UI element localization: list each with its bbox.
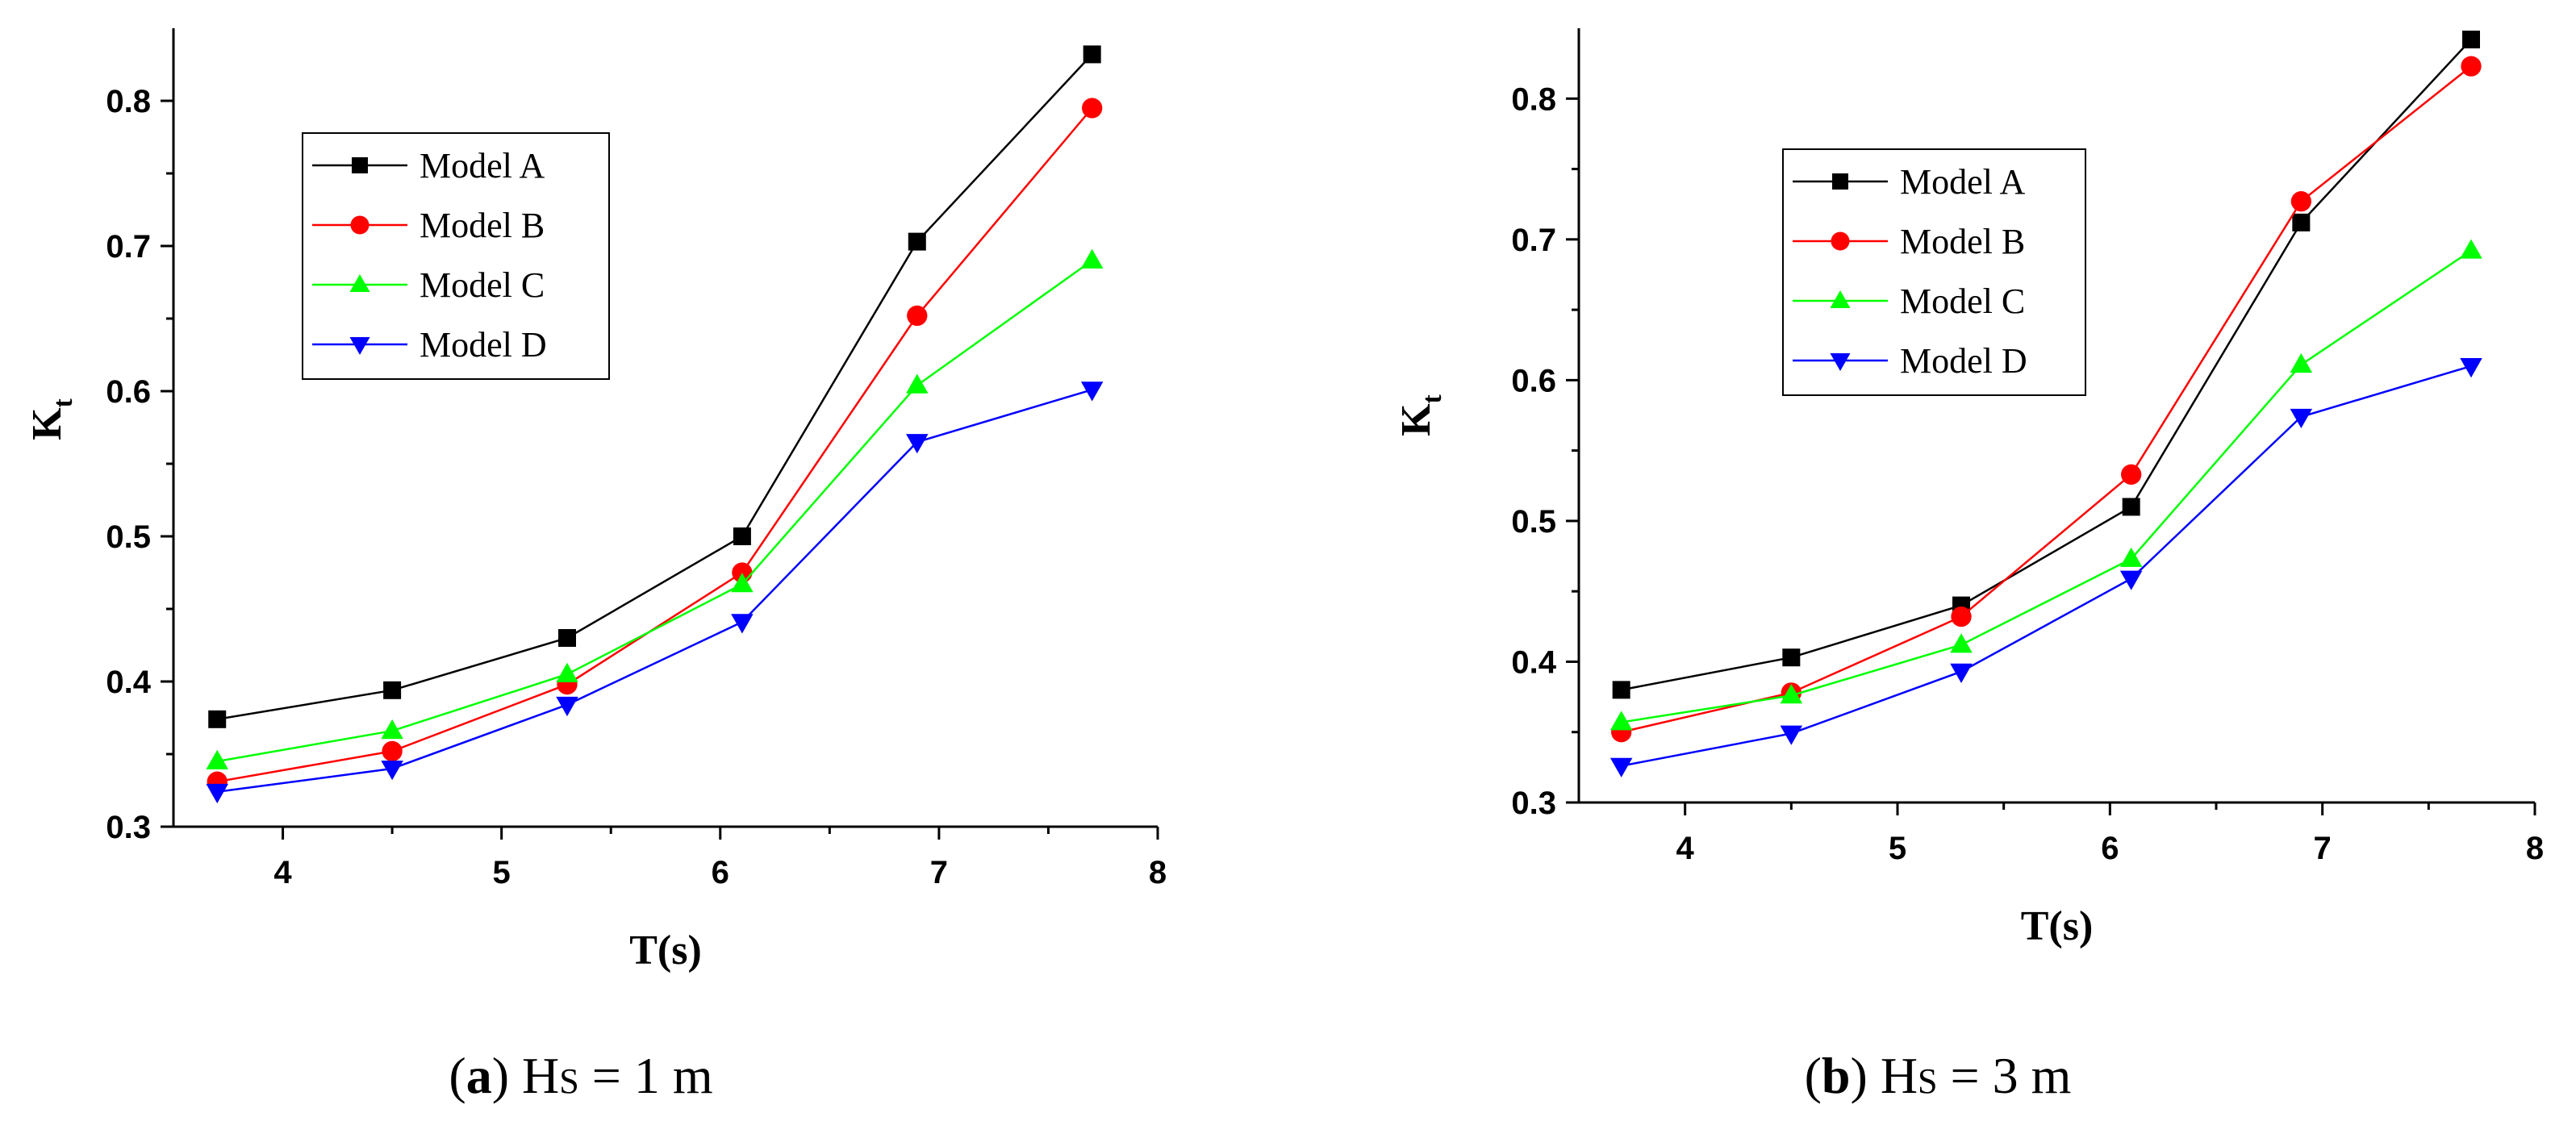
x-tick-label-b: 5: [1889, 831, 1906, 866]
data-point-b-3-2: [1950, 663, 1973, 683]
data-point-b-2-0: [1609, 711, 1633, 731]
x-tick-label-a: 4: [273, 855, 292, 890]
x-tick-label-b: 4: [1676, 831, 1695, 866]
data-point-b-0-4: [2292, 213, 2311, 231]
caption-a: (a) HS = 1 m: [449, 1047, 712, 1104]
x-tick-label-b: 6: [2101, 831, 2119, 866]
legend-marker-a-0: [352, 157, 368, 173]
data-point-b-3-5: [2460, 358, 2482, 378]
y-tick-label-b: 0.5: [1511, 504, 1556, 540]
y-tick-label-a: 0.5: [106, 519, 151, 555]
x-axis-title-a: T(s): [629, 927, 702, 973]
y-tick-label-a: 0.6: [106, 374, 151, 410]
y-tick-label-b: 0.6: [1511, 363, 1556, 398]
x-tick-label-a: 5: [493, 855, 511, 890]
chart-a-svg: 0.3 0.4 0.5 0.6 0.7 0.8 4 5 6 7 8 T(s) Kt Model A Mode…: [24, 28, 1167, 1104]
legend-marker-a-2: [349, 274, 370, 292]
series-line-b-0: [1621, 39, 2472, 691]
series-line-a-3: [217, 389, 1093, 794]
data-point-a-0-2: [558, 629, 576, 647]
data-point-a-2-2: [556, 662, 578, 682]
legend-label-b-3: Model D: [1900, 341, 2027, 381]
legend-label-a-3: Model D: [420, 325, 547, 365]
data-point-b-3-4: [2290, 408, 2313, 429]
data-point-b-2-4: [2290, 352, 2313, 373]
legend-marker-b-0: [1832, 173, 1848, 190]
data-point-a-0-0: [208, 710, 227, 728]
legend-marker-b-2: [1830, 290, 1851, 308]
data-point-a-1-4: [907, 305, 928, 327]
data-point-b-2-3: [2119, 547, 2143, 567]
data-point-a-0-5: [1083, 45, 1101, 64]
data-point-b-1-5: [2461, 56, 2482, 77]
y-tick-label-a: 0.7: [106, 229, 151, 265]
legend-marker-b-3: [1830, 353, 1851, 371]
caption-b: (b) HS = 3 m: [1805, 1047, 2072, 1104]
data-point-b-1-3: [2121, 464, 2142, 485]
y-axis-title-a: Kt: [24, 398, 78, 440]
chart-panel-a: 0.3 0.4 0.5 0.6 0.7 0.8 4 5 6 7 8 T(s) Kt Model A Mode…: [24, 28, 1167, 1104]
legend-marker-b-1: [1831, 231, 1850, 251]
y-tick-label-b: 0.8: [1511, 81, 1556, 117]
x-tick-label-a: 6: [712, 855, 729, 890]
data-point-b-1-2: [1951, 606, 1972, 627]
data-point-a-0-1: [383, 681, 402, 699]
data-point-b-3-0: [1609, 757, 1633, 777]
data-point-a-0-3: [733, 527, 751, 545]
legend-label-b-1: Model B: [1900, 222, 2025, 261]
y-tick-label-a: 0.3: [106, 810, 151, 845]
legend-label-a-1: Model B: [420, 206, 545, 245]
legend-label-a-0: Model A: [420, 146, 545, 185]
series-line-b-3: [1621, 365, 2472, 767]
x-tick-label-b: 8: [2526, 831, 2544, 866]
data-point-b-2-1: [1780, 684, 1803, 704]
series-line-a-0: [217, 53, 1093, 721]
data-point-a-3-2: [556, 696, 578, 717]
data-point-a-3-4: [906, 434, 929, 454]
data-point-b-3-3: [2119, 570, 2143, 590]
x-tick-label-a: 8: [1149, 855, 1167, 890]
data-point-a-2-0: [206, 749, 228, 769]
data-point-a-2-1: [381, 719, 403, 740]
data-point-a-0-4: [908, 232, 926, 251]
y-tick-label-a: 0.8: [106, 84, 151, 119]
series-line-a-2: [217, 259, 1093, 763]
data-point-a-2-3: [731, 573, 754, 593]
data-point-a-3-5: [1080, 381, 1104, 402]
data-point-b-1-4: [2290, 191, 2311, 212]
x-axis-title-b: T(s): [2021, 903, 2094, 949]
data-point-b-2-5: [2460, 239, 2482, 259]
y-tick-label-b: 0.4: [1511, 644, 1556, 680]
x-tick-label-a: 7: [930, 855, 948, 890]
data-point-b-0-5: [2462, 30, 2480, 48]
data-point-b-0-0: [1612, 681, 1630, 699]
legend-label-b-2: Model C: [1900, 281, 2025, 321]
legend-label-b-0: Model A: [1900, 162, 2025, 202]
data-point-a-3-0: [206, 783, 228, 804]
legend-marker-a-3: [349, 337, 370, 355]
legend-label-a-2: Model C: [420, 265, 545, 305]
data-point-b-2-2: [1950, 633, 1973, 653]
data-point-a-3-1: [381, 761, 403, 781]
y-tick-label-a: 0.4: [106, 665, 151, 700]
series-line-b-2: [1621, 249, 2472, 723]
data-point-b-3-1: [1780, 725, 1803, 745]
data-point-b-0-3: [2122, 498, 2140, 516]
y-axis-title-b: Kt: [1393, 394, 1447, 436]
data-point-a-2-5: [1080, 248, 1104, 269]
data-point-a-1-1: [382, 740, 403, 762]
data-point-b-0-1: [1782, 648, 1801, 667]
y-tick-label-b: 0.7: [1511, 223, 1556, 258]
y-tick-label-b: 0.3: [1511, 786, 1556, 821]
chart-b-svg: 0.3 0.4 0.5 0.6 0.7 0.8 4 5 6 7 8 T(s) Kt Model A Mode…: [1393, 28, 2544, 1104]
chart-panel-b: 0.3 0.4 0.5 0.6 0.7 0.8 4 5 6 7 8 T(s) Kt Model A Mode…: [1288, 0, 2576, 1138]
legend-marker-a-1: [350, 215, 369, 235]
data-point-a-3-3: [731, 614, 754, 634]
data-point-a-1-5: [1082, 98, 1103, 119]
data-point-a-2-4: [906, 373, 929, 394]
x-tick-label-b: 7: [2314, 831, 2332, 866]
